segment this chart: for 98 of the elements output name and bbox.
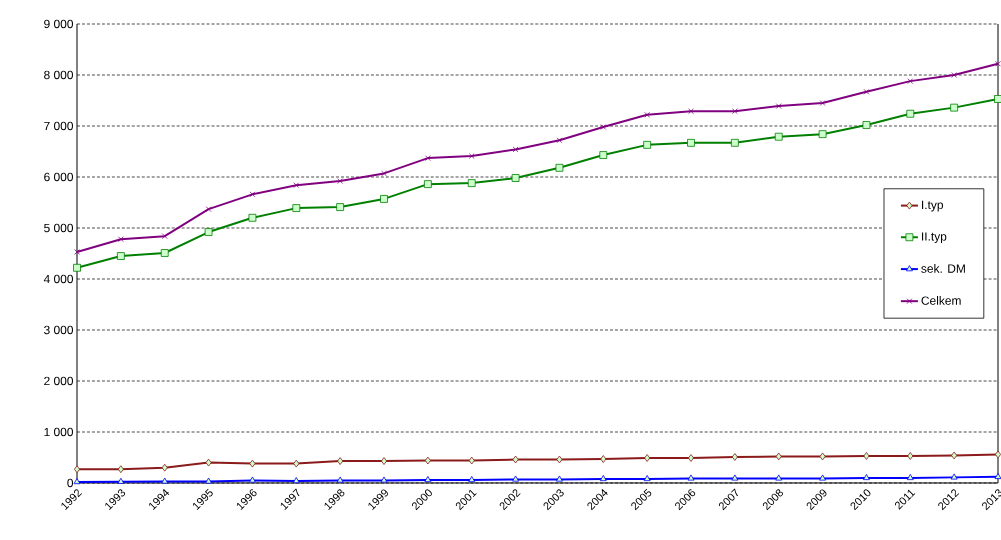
legend-label: II.typ	[922, 232, 947, 244]
point	[292, 477, 300, 484]
point	[556, 455, 563, 464]
point	[599, 475, 607, 482]
point	[600, 455, 607, 463]
y-tick-label: 9 000	[44, 19, 74, 29]
point	[556, 137, 563, 144]
y-tick-label: 7 000	[44, 121, 74, 131]
point	[730, 138, 739, 147]
y-tick-label: 1 000	[44, 427, 74, 437]
point	[775, 452, 782, 461]
point	[687, 474, 695, 481]
y-tick-label: 5 000	[44, 223, 74, 233]
point	[906, 109, 915, 118]
point	[468, 476, 476, 483]
point	[293, 182, 300, 189]
y-tick-label: 3 000	[44, 325, 74, 335]
point	[644, 111, 651, 118]
point	[467, 179, 476, 187]
point	[117, 465, 124, 474]
point	[381, 457, 388, 465]
point	[249, 476, 256, 483]
point	[118, 236, 124, 243]
point	[951, 451, 958, 460]
point	[863, 88, 870, 95]
point	[73, 263, 81, 272]
point	[249, 459, 256, 468]
legend-label: I.typ	[922, 200, 944, 212]
point	[380, 476, 388, 483]
point	[951, 72, 958, 78]
point	[643, 475, 651, 482]
legend-label: Celkem	[921, 296, 961, 305]
y-tick-label: 6 000	[44, 172, 74, 182]
point	[687, 138, 695, 147]
point	[380, 195, 388, 203]
point	[292, 204, 301, 212]
point	[731, 453, 738, 461]
point	[511, 174, 520, 182]
point	[468, 456, 475, 465]
point	[205, 477, 212, 484]
point	[688, 454, 695, 462]
y-tick-label: 8 000	[44, 70, 74, 80]
point	[205, 458, 212, 467]
point	[819, 100, 826, 106]
point	[161, 477, 169, 484]
point	[161, 463, 168, 472]
point	[995, 60, 1001, 67]
point	[819, 474, 826, 481]
point	[688, 108, 694, 115]
point	[423, 180, 432, 189]
y-tick-label: 4 000	[43, 274, 74, 284]
point	[775, 474, 783, 481]
point	[599, 151, 608, 159]
point	[74, 465, 81, 474]
point	[775, 103, 782, 109]
point	[818, 130, 827, 139]
point	[205, 206, 212, 212]
point	[424, 456, 431, 465]
y-tick-label: 0	[67, 478, 74, 488]
point	[862, 121, 871, 129]
point	[907, 78, 914, 84]
point	[160, 249, 169, 257]
point	[424, 476, 432, 483]
point	[161, 233, 168, 240]
point	[336, 476, 344, 483]
point	[116, 252, 125, 260]
point	[425, 155, 431, 161]
point	[512, 146, 519, 153]
point	[337, 457, 344, 465]
point	[117, 477, 125, 484]
point	[732, 108, 738, 115]
point	[731, 474, 739, 481]
point	[994, 95, 1001, 103]
point	[819, 452, 826, 461]
point	[863, 474, 870, 481]
point	[906, 474, 914, 481]
point	[950, 103, 959, 112]
point	[907, 452, 914, 460]
point	[337, 178, 344, 184]
point	[381, 170, 387, 177]
point	[556, 475, 563, 482]
point	[336, 203, 345, 211]
point	[555, 163, 564, 172]
legend-label: sek. DM	[921, 264, 965, 273]
point	[950, 473, 958, 480]
point	[600, 124, 607, 130]
point	[248, 213, 257, 222]
point	[468, 153, 475, 159]
y-tick-label: 2 000	[44, 376, 74, 386]
point	[512, 455, 519, 464]
point	[249, 191, 256, 198]
point	[512, 475, 519, 482]
point	[644, 454, 651, 462]
point	[204, 228, 213, 236]
point	[774, 132, 783, 141]
point	[293, 459, 300, 468]
point	[863, 452, 870, 460]
point	[643, 140, 652, 149]
